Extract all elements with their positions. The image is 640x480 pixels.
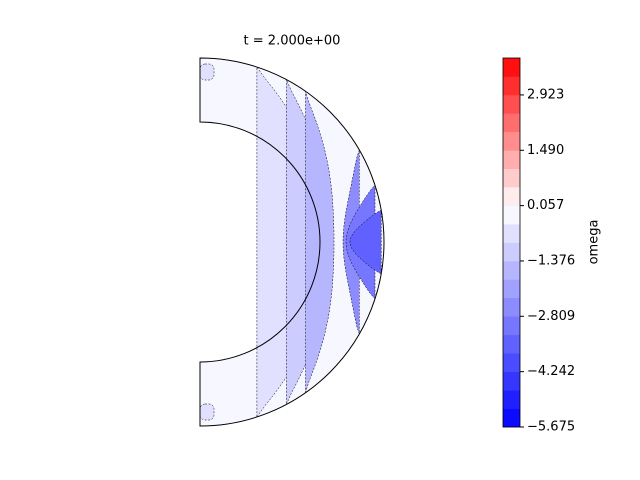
contour-band (349, 209, 382, 275)
colorbar-band (503, 76, 520, 96)
colorbar-band (503, 113, 520, 133)
colorbar-band (503, 371, 520, 391)
colorbar-band (503, 205, 520, 225)
colorbar-band (503, 260, 520, 280)
colorbar-band (503, 390, 520, 409)
annulus-outline (199, 57, 385, 427)
colorbar-tick-label: 0.057 (527, 198, 564, 213)
colorbar-band (503, 297, 520, 317)
colorbar-frame (502, 57, 521, 428)
colorbar-band (503, 94, 520, 114)
colorbar-band (503, 150, 520, 170)
chart-title: t = 2.000e+00 (244, 34, 341, 49)
colorbar-band (503, 316, 520, 336)
colorbar-tick-label: 1.490 (527, 143, 564, 158)
colorbar-tick-label: −1.376 (527, 253, 575, 268)
colorbar-tick-label: −2.809 (527, 309, 575, 324)
colorbar-band (503, 334, 520, 354)
contour-band (200, 58, 384, 426)
contour-band (199, 403, 215, 421)
colorbar-band (503, 187, 520, 206)
contour-field (199, 57, 385, 427)
colorbar-band (503, 224, 520, 243)
contour-band (199, 63, 215, 81)
colorbar-label: omega (587, 220, 602, 265)
colorbar: −5.675 −4.242 −2.809 −1.376 0.057 1.490 2.923 (502, 57, 575, 435)
colorbar-band (503, 279, 520, 299)
colorbar-band (503, 58, 520, 77)
colorbar-band (503, 408, 520, 428)
colorbar-band (503, 353, 520, 372)
colorbar-tick-label: −4.242 (527, 364, 575, 379)
colorbar-tick-label: −5.675 (527, 420, 575, 435)
colorbar-band (503, 242, 520, 262)
colorbar-band (503, 168, 520, 188)
colorbar-tick-label: 2.923 (527, 87, 564, 102)
colorbar-band (503, 131, 520, 151)
